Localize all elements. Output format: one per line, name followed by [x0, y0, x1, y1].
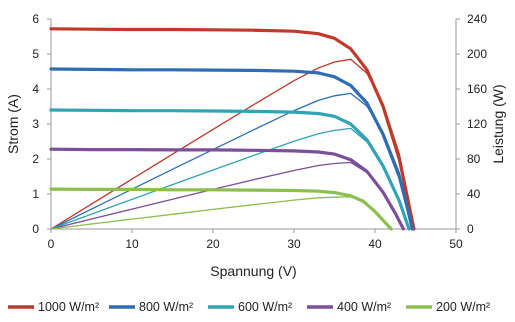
- y2-axis-label: Leistung (W): [490, 84, 506, 163]
- y-axis-label: Strom (A): [5, 94, 21, 154]
- current-curve: [49, 108, 411, 231]
- current-curve: [49, 147, 405, 231]
- power-curve: [50, 127, 410, 230]
- x-tick-label: 20: [206, 237, 220, 251]
- y-tick-label: 1: [32, 187, 39, 201]
- y2-tick-label: 160: [467, 82, 487, 96]
- legend-label: 200 W/m²: [436, 300, 490, 314]
- plot-area: [50, 19, 457, 230]
- power-curve: [50, 58, 415, 230]
- legend-label: 1000 W/m²: [38, 300, 99, 314]
- right-axis-ticks: 0 40 80 120 160 200 240: [456, 12, 487, 236]
- x-tick-label: 30: [287, 237, 301, 251]
- x-axis-ticks: 0 10 20 30 40 50: [48, 229, 463, 251]
- power-curve: [50, 196, 392, 230]
- x-tick-label: 0: [48, 237, 55, 251]
- current-curve: [49, 27, 416, 231]
- y2-tick-label: 240: [467, 12, 487, 26]
- y-tick-label: 5: [32, 47, 39, 61]
- y-tick-label: 3: [32, 117, 39, 131]
- current-curve: [49, 67, 414, 231]
- y-tick-label: 0: [32, 222, 39, 236]
- y2-tick-label: 40: [467, 187, 481, 201]
- legend-label: 600 W/m²: [238, 300, 292, 314]
- x-tick-label: 40: [368, 237, 382, 251]
- y-tick-label: 4: [32, 82, 39, 96]
- legend-label: 400 W/m²: [337, 300, 391, 314]
- series-group: [49, 27, 416, 231]
- y2-tick-label: 200: [467, 47, 487, 61]
- y-tick-label: 2: [32, 152, 39, 166]
- y2-tick-label: 80: [467, 152, 481, 166]
- x-axis-label: Spannung (V): [210, 263, 296, 279]
- legend: 1000 W/m² 800 W/m² 600 W/m² 400 W/m² 200 W/m…: [8, 300, 490, 314]
- x-tick-label: 10: [125, 237, 139, 251]
- y2-tick-label: 0: [467, 222, 474, 236]
- y2-tick-label: 120: [467, 117, 487, 131]
- left-axis-ticks: 0 1 2 3 4 5 6: [32, 12, 51, 236]
- x-tick-label: 50: [449, 237, 463, 251]
- legend-label: 800 W/m²: [139, 300, 193, 314]
- current-curve: [49, 187, 393, 231]
- y-tick-label: 6: [32, 12, 39, 26]
